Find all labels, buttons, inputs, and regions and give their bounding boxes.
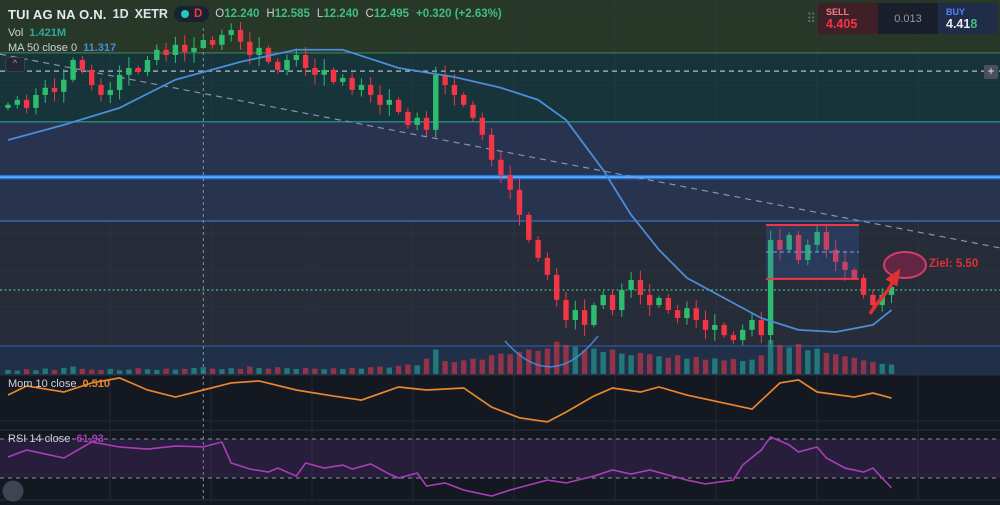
high-label: H <box>266 8 275 20</box>
market-status-pill[interactable]: D <box>173 6 210 22</box>
order-panel: ⠿ SELL 4.405 0.013 BUY 4.418 <box>804 3 998 34</box>
open-value: 12.240 <box>224 8 260 20</box>
volume-label: Vol <box>8 27 24 39</box>
volume-legend[interactable]: Vol 1.421M <box>8 27 66 39</box>
ma-value: 11.317 <box>83 42 117 54</box>
rsi-label: RSI 14 close <box>8 433 71 445</box>
change-value: +0.320 (+2.63%) <box>416 8 502 20</box>
ma-label: MA 50 close 0 <box>8 42 78 54</box>
momentum-line <box>7 377 892 423</box>
close-label: C <box>365 8 374 20</box>
drag-handle-icon[interactable]: ⠿ <box>806 10 816 26</box>
spread-value: 0.013 <box>894 12 922 25</box>
volume-value: 1.421M <box>29 27 66 39</box>
rsi-line <box>7 435 893 497</box>
legend-collapse-button[interactable]: ^ <box>5 57 25 72</box>
ohlc-readout: O12.240 H12.585 L12.240 C12.495 +0.320 (… <box>215 8 501 20</box>
rsi-legend[interactable]: RSI 14 close 61.93 <box>8 433 104 445</box>
ma50-line <box>7 48 893 333</box>
price-target-label[interactable]: Ziel: 5.50 <box>929 258 979 270</box>
symbol-legend: TUI AG NA O.N. 1D XETR D O12.240 H12.585… <box>8 6 502 22</box>
arc-annotation[interactable] <box>504 335 599 368</box>
buy-button[interactable]: BUY 4.418 <box>938 3 998 34</box>
spread-display: 0.013 <box>878 3 938 34</box>
interval-label[interactable]: 1D <box>112 7 129 21</box>
momentum-value: 0.510 <box>82 378 111 390</box>
buy-label: BUY <box>946 6 966 17</box>
exchange-label[interactable]: XETR <box>134 7 168 21</box>
rsi-value: 61.93 <box>76 433 104 445</box>
target-arrow[interactable] <box>868 280 895 315</box>
trendline-dashed <box>0 53 1000 249</box>
watermark-circle <box>2 480 24 502</box>
low-value: 12.240 <box>323 8 359 20</box>
sell-button[interactable]: SELL 4.405 <box>818 3 878 34</box>
target-ellipse[interactable] <box>883 251 927 279</box>
high-value: 12.585 <box>274 8 310 20</box>
sell-label: SELL <box>826 6 850 17</box>
close-value: 12.495 <box>373 8 409 20</box>
market-status-dot-icon <box>180 10 189 18</box>
interval-badge[interactable]: D <box>193 8 203 20</box>
symbol-title[interactable]: TUI AG NA O.N. <box>8 6 107 22</box>
momentum-legend[interactable]: Mom 10 close 0.510 <box>8 378 110 390</box>
open-label: O <box>215 8 225 20</box>
volume-series <box>5 340 895 374</box>
momentum-label: Mom 10 close <box>8 378 77 390</box>
ma-legend[interactable]: MA 50 close 0 11.317 <box>8 42 116 54</box>
candlestick-series <box>5 21 895 346</box>
sell-price: 4.405 <box>826 16 858 31</box>
low-label: L <box>316 8 324 20</box>
add-alert-plus-icon[interactable]: + <box>984 65 998 79</box>
buy-price: 4.418 <box>946 16 978 31</box>
rsi-band <box>0 439 1000 478</box>
